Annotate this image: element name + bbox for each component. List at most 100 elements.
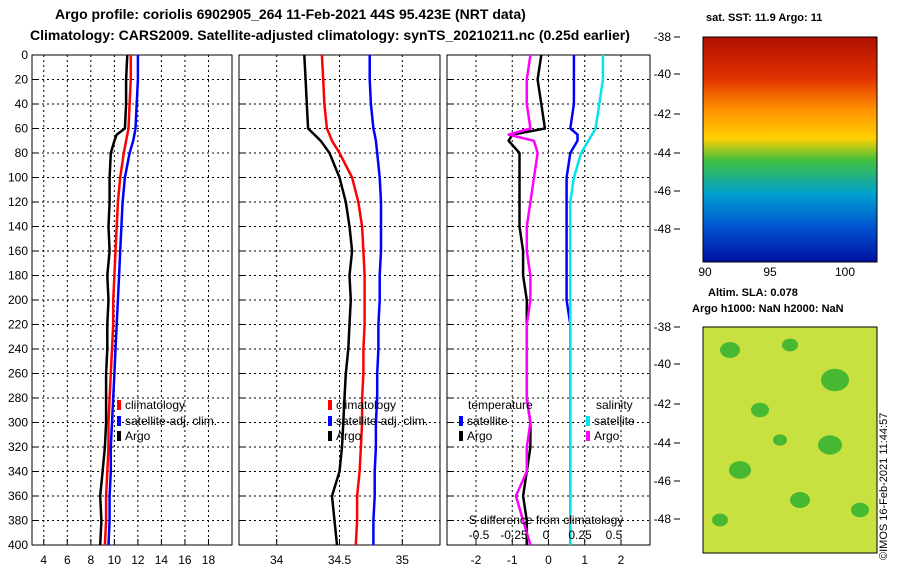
legend-temp-satellite-swatch [117,416,121,426]
series-line-argo [303,54,354,546]
x-tick-label: 8 [87,553,94,567]
legend-sal-satellite-swatch [328,416,332,426]
legend-diff-sal-argo-label: Argo [594,429,620,443]
legend-header-salinity: salinity [596,398,633,412]
sst-map-image [702,36,878,263]
sla-anomaly-blob [720,342,740,358]
series-line-salinity-argo [507,54,539,546]
sst-lon-label: 95 [763,265,777,279]
sst-map-title: sat. SST: 11.9 Argo: 11 [706,12,823,24]
y-tick-label: 260 [8,367,28,381]
y-tick-label: 140 [8,220,28,234]
sla-anomaly-blob [818,435,842,455]
sdiff-tick-label: -0.25 [500,528,528,542]
y-tick-label: 0 [21,48,28,62]
legend-sal-climatology-label: climatology [336,398,396,412]
y-tick-label: 240 [8,342,28,356]
panel-3: -2 -1 0 1 2 [446,54,651,567]
y-tick-label: 40 [15,97,29,111]
panel-frame [446,54,651,546]
legend-sal-argo-swatch [328,431,332,441]
legend-temp-climatology-label: climatology [125,398,185,412]
x-tick-label: 4 [40,553,47,567]
y-tick-label: 100 [8,171,28,185]
sla-lat-label: -44 [654,436,672,450]
sla-anomaly-blob [773,434,787,446]
series-line-climatology [103,55,133,546]
series-line-satellite-adj-clim- [107,55,140,546]
legend-diff-sal-satellite-swatch [586,416,590,426]
panel-1: 4 6 8 10 12 14 16 18020406080100120140160180200… [8,48,233,567]
legend-sal-argo-label: Argo [336,429,362,443]
y-tick-label: 80 [15,146,29,160]
x-tick-label: -1 [507,553,518,567]
sla-anomaly-blob [790,492,810,508]
x-tick-label: 10 [108,553,122,567]
x-tick-label: 34.5 [328,553,352,567]
y-tick-label: 300 [8,416,28,430]
sla-lat-label: -38 [654,320,672,334]
x-tick-label: -2 [471,553,482,567]
x-tick-label: 14 [155,553,169,567]
panel-frame [238,54,441,546]
sdiff-tick-label: 0 [543,528,550,542]
y-tick-label: 360 [8,489,28,503]
x-tick-label: 34 [270,553,284,567]
y-tick-label: 340 [8,465,28,479]
legend-header-temperature: temperature [468,398,533,412]
x-tick-label: 2 [618,553,625,567]
y-tick-label: 120 [8,195,28,209]
y-tick-label: 60 [15,122,29,136]
y-tick-label: 280 [8,391,28,405]
sst-lon-label: 90 [698,265,712,279]
legend-diff-temp-satellite-label: satellite [467,414,508,428]
legend-diff-temp-argo-label: Argo [467,429,493,443]
series-line-climatology [320,54,366,546]
legend-temp-argo-label: Argo [125,429,151,443]
sst-map: -38 -40 -42 -44 -46 -48 90 95 100 [654,30,878,279]
sla-anomaly-blob [851,502,869,518]
y-tick-label: 380 [8,514,28,528]
sdiff-tick-label: 0.5 [606,528,623,542]
x-tick-label: 1 [581,553,588,567]
sst-lon-label: 100 [835,265,855,279]
y-tick-label: 320 [8,440,28,454]
title-line-1: Argo profile: coriolis 6902905_264 11-Fe… [55,6,526,22]
y-tick-label: 400 [8,538,28,552]
y-tick-label: 160 [8,244,28,258]
x-tick-label: 35 [396,553,410,567]
sla-anomaly-blob [751,402,769,418]
sla-anomaly-blob [712,513,728,527]
legend-diff-temp-satellite-swatch [459,416,463,426]
x-tick-label: 16 [178,553,192,567]
y-tick-label: 180 [8,269,28,283]
panel-2: 34 34.5 35 [238,54,441,567]
sst-lat-label: -40 [654,67,672,81]
y-tick-label: 200 [8,293,28,307]
title-line-2: Climatology: CARS2009. Satellite-adjuste… [30,27,630,43]
y-tick-label: 20 [15,73,29,87]
sla-map-title-2: Argo h1000: NaN h2000: NaN [692,303,844,315]
sst-lat-label: -44 [654,146,672,160]
sdiff-tick-label: -0.5 [469,528,490,542]
series-line-salinity-satellite [569,55,605,545]
legend-diff-sal-argo-swatch [586,431,590,441]
sla-lat-label: -42 [654,397,672,411]
series-line-satellite-adj-clim- [368,55,383,545]
sla-anomaly-blob [782,338,798,352]
legend-temp-argo-swatch [117,431,121,441]
sla-anomaly-blob [821,368,849,392]
legend-diff-temp-argo-swatch [459,431,463,441]
legend-diff-sal-satellite-label: satellite [594,414,635,428]
sla-map-image [702,326,878,554]
x-tick-label: 0 [545,553,552,567]
legend-sal-satellite-label: satellite-adj. clim. [336,414,428,428]
sst-lat-label: -46 [654,184,672,198]
y-tick-label: 220 [8,318,28,332]
series-line-argo [98,54,129,546]
sla-lat-label: -40 [654,357,672,371]
legend-temp-climatology-swatch [117,400,121,410]
x-tick-label: 12 [131,553,145,567]
legend-sal-climatology-swatch [328,400,332,410]
